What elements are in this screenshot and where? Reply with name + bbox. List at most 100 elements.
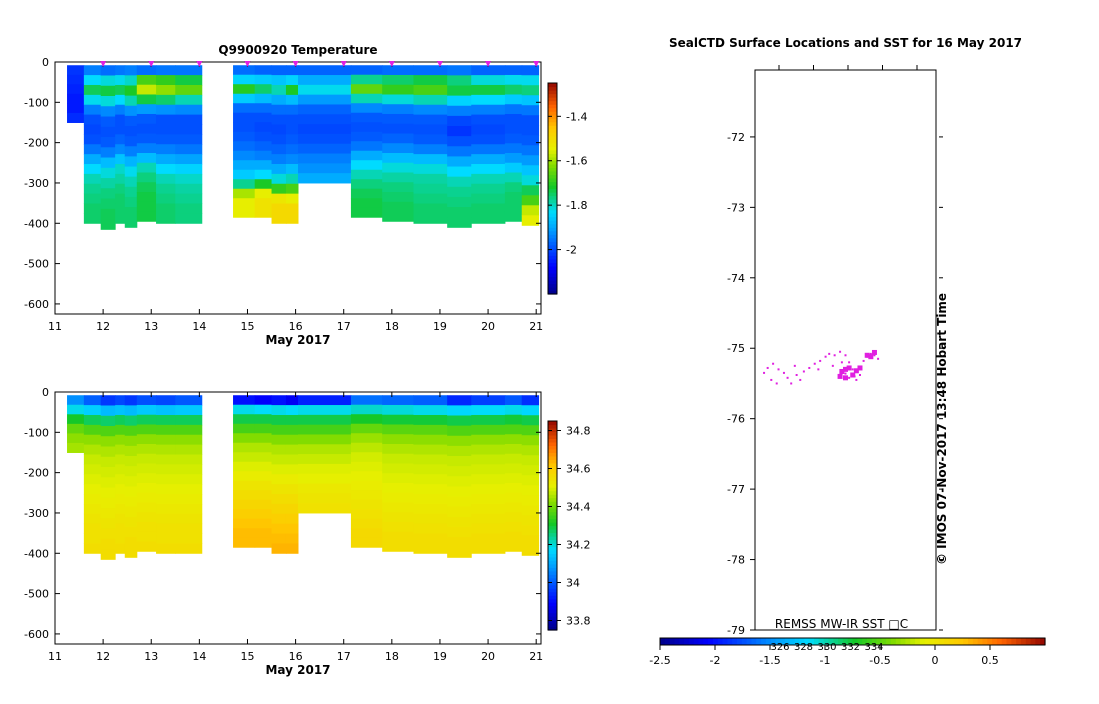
colorbar-band — [548, 206, 557, 211]
colorbar-tick-label: 34.2 — [566, 539, 591, 552]
heatmap-cell — [504, 541, 523, 552]
heatmap-cell — [175, 213, 203, 224]
heatmap-cell — [156, 203, 176, 214]
heatmap-cell — [67, 433, 85, 444]
heatmap-cell — [124, 207, 138, 218]
heatmap-cell — [254, 452, 273, 463]
heatmap-cell — [413, 164, 448, 175]
heatmap-cell — [254, 141, 273, 152]
sst-colorbar-band — [712, 638, 719, 645]
heatmap-cell — [115, 104, 126, 116]
colorbar-band — [548, 546, 557, 551]
surface-location-point — [802, 370, 805, 373]
colorbar-band — [548, 174, 557, 179]
sst-colorbar-tick-label: -1.5 — [759, 654, 780, 667]
sst-colorbar-band — [669, 638, 676, 645]
heatmap-cell — [413, 183, 448, 195]
x-tick-label: 17 — [337, 650, 351, 663]
heatmap-cell — [115, 494, 126, 505]
heatmap-cell — [504, 65, 523, 76]
heatmap-cell — [413, 405, 448, 416]
heatmap-cell — [521, 525, 540, 536]
heatmap-cell — [254, 442, 273, 453]
sst-colorbar-band — [708, 638, 714, 645]
colorbar-band — [548, 107, 557, 112]
heatmap-cell — [471, 414, 506, 426]
heatmap-cell — [175, 414, 203, 426]
heatmap-cell — [521, 185, 540, 196]
colorbar-tick-label: -2 — [566, 244, 577, 257]
heatmap-cell — [521, 495, 540, 506]
heatmap-cell — [504, 74, 523, 86]
heatmap-cell — [136, 424, 157, 435]
heatmap-cell — [136, 104, 157, 115]
x-tick-label: 19 — [433, 320, 447, 333]
colorbar-band — [548, 121, 557, 126]
sst-colorbar-band — [886, 638, 892, 645]
heatmap-cell — [298, 143, 352, 155]
heatmap-cell — [175, 484, 203, 495]
heatmap-cell — [298, 483, 352, 494]
heatmap-cell — [136, 453, 157, 464]
heatmap-cell — [350, 509, 383, 520]
sst-colorbar: -2.5 -2 -1.5 -1 -0.5 0 0.5 326 328 330 332 334 — [649, 637, 1046, 667]
heatmap-cell — [285, 494, 299, 505]
heatmap-cell — [175, 464, 203, 475]
heatmap-cell — [447, 166, 472, 178]
surface-location-point — [770, 378, 773, 381]
heatmap-cell — [471, 484, 506, 495]
sst-colorbar-band — [881, 638, 887, 645]
heatmap-cell — [521, 165, 540, 176]
heatmap-cell — [382, 404, 414, 416]
heatmap-cell — [350, 528, 383, 539]
heatmap-cell — [175, 454, 203, 465]
heatmap-cell — [136, 74, 157, 86]
heatmap-cell — [100, 126, 116, 138]
heatmap-cell — [298, 94, 352, 105]
heatmap-cell — [100, 157, 116, 169]
heatmap-cell — [504, 531, 523, 543]
heatmap-cell — [382, 123, 414, 134]
sst-colorbar-band — [688, 638, 695, 645]
heatmap-cell — [521, 215, 540, 226]
heatmap-cell — [271, 434, 287, 446]
heatmap-cell — [124, 456, 138, 467]
heatmap-cell — [471, 424, 506, 436]
colorbar-band — [548, 269, 557, 274]
colorbar-band — [548, 584, 557, 589]
sst-colorbar-band — [703, 638, 709, 645]
heatmap-cell — [175, 434, 203, 446]
heatmap-cell — [413, 144, 448, 155]
heatmap-cell — [175, 144, 203, 155]
sst-colorbar-tick-label: -2 — [710, 654, 721, 667]
heatmap-cell — [100, 106, 116, 118]
heatmap-cell — [271, 144, 287, 155]
heatmap-cell — [350, 198, 383, 209]
heatmap-cell — [175, 494, 203, 505]
sst-colorbar-sub-label: 328 — [794, 642, 813, 653]
colorbar-band — [548, 567, 557, 572]
heatmap-cell — [471, 154, 506, 165]
surface-location-point — [851, 368, 854, 371]
colorbar-band — [548, 612, 557, 617]
heatmap-cell — [175, 513, 203, 525]
sst-colorbar-band — [1001, 638, 1008, 645]
plot-frame — [54, 391, 542, 645]
sst-colorbar-band — [775, 638, 781, 645]
colorbar-band — [548, 213, 557, 218]
heatmap-cell — [156, 94, 176, 106]
heatmap-cell — [83, 173, 102, 185]
heatmap-cell — [471, 114, 506, 125]
heatmap-cell — [115, 513, 126, 525]
heatmap-cell — [382, 414, 414, 425]
heatmap-cell — [350, 404, 383, 415]
heatmap-cell — [100, 219, 116, 230]
colorbar-band — [548, 427, 557, 433]
heatmap-cell — [67, 103, 85, 114]
surface-location-cluster — [843, 366, 848, 372]
heatmap-cell — [521, 405, 540, 416]
surface-location-point — [766, 366, 769, 369]
heatmap-cell — [471, 203, 506, 214]
heatmap-cell — [124, 476, 138, 487]
